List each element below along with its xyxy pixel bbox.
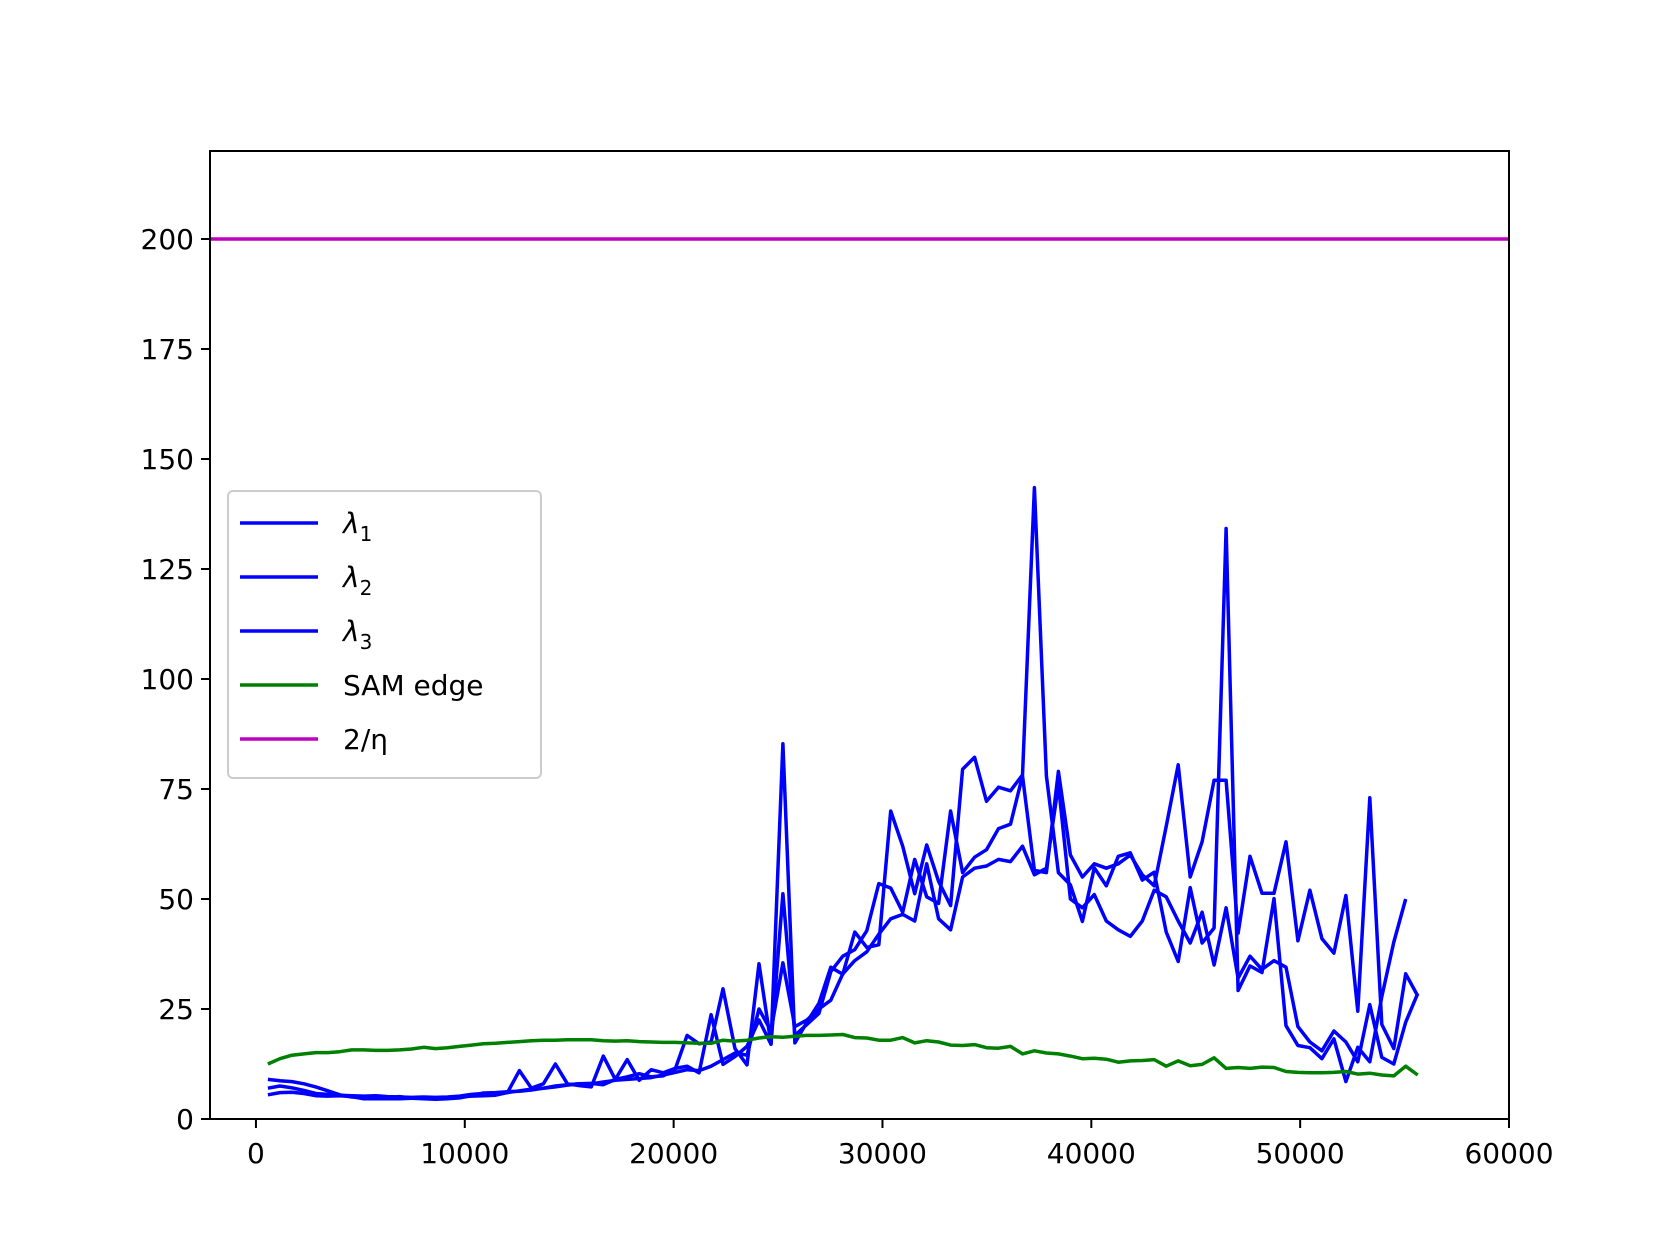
y-tick-label: 125 bbox=[141, 553, 194, 586]
x-tick-label: 40000 bbox=[1047, 1137, 1136, 1170]
y-tick-label: 100 bbox=[141, 663, 194, 696]
legend-label: λ1 bbox=[341, 507, 372, 546]
y-tick-label: 25 bbox=[158, 993, 194, 1026]
y-tick-label: 50 bbox=[158, 883, 194, 916]
plot-frame bbox=[209, 150, 1510, 1120]
y-tick-label: 75 bbox=[158, 773, 194, 806]
legend-label: 2/η bbox=[343, 723, 388, 756]
y-tick-label: 150 bbox=[141, 443, 194, 476]
series-line-4 bbox=[267, 1032, 1419, 1078]
x-tick-label: 10000 bbox=[420, 1137, 509, 1170]
y-tick-label: 0 bbox=[176, 1103, 194, 1136]
x-tick-label: 50000 bbox=[1256, 1137, 1345, 1170]
y-tick-label: 175 bbox=[141, 333, 194, 366]
x-axis: 0 10000 20000 30000 40000 50000 60000 bbox=[247, 1119, 1554, 1170]
y-tick-label: 200 bbox=[141, 223, 194, 256]
legend-box bbox=[227, 490, 542, 779]
series-line-3 bbox=[267, 782, 1420, 1100]
x-tick-label: 0 bbox=[247, 1137, 265, 1170]
legend-label: SAM edge bbox=[343, 669, 484, 702]
legend: λ1 λ2 λ3 SAM edge 2/η bbox=[227, 490, 542, 779]
x-tick-label: 60000 bbox=[1464, 1137, 1553, 1170]
x-tick-label: 30000 bbox=[838, 1137, 927, 1170]
x-tick-label: 20000 bbox=[629, 1137, 718, 1170]
legend-label: λ2 bbox=[341, 561, 372, 600]
y-axis: 0 25 50 75 100 125 150 175 200 bbox=[141, 223, 210, 1136]
plot-lines bbox=[210, 237, 1509, 1101]
legend-label: λ3 bbox=[341, 615, 372, 654]
